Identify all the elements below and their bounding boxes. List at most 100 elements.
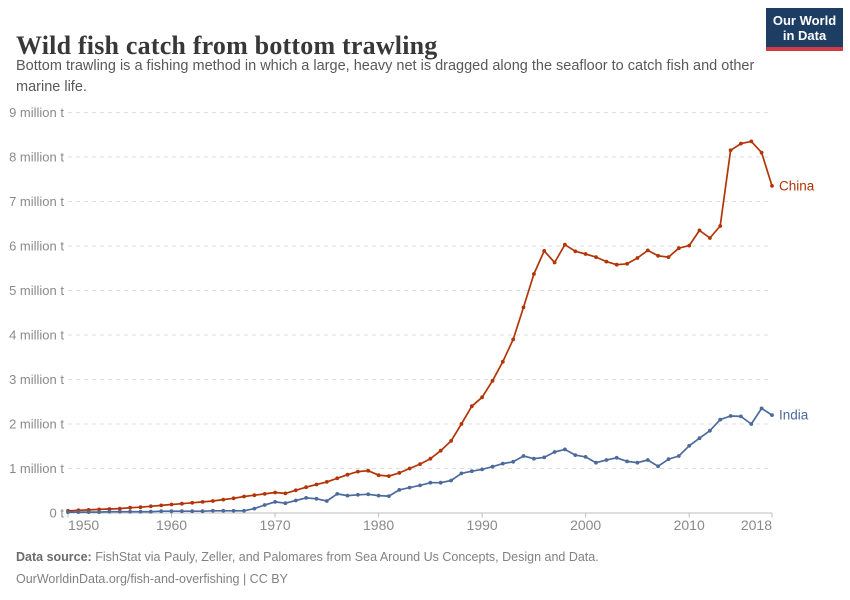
india-point[interactable] xyxy=(480,467,484,472)
india-point[interactable] xyxy=(335,492,340,496)
china-point[interactable] xyxy=(148,504,153,509)
india-point[interactable] xyxy=(387,494,391,498)
india-point[interactable] xyxy=(86,510,91,514)
india-point[interactable] xyxy=(242,508,246,513)
china-point[interactable] xyxy=(490,378,495,383)
india-point[interactable] xyxy=(583,455,588,459)
india-point[interactable] xyxy=(469,469,474,474)
india-point[interactable] xyxy=(231,508,236,513)
china-point[interactable] xyxy=(438,448,443,453)
china-point[interactable] xyxy=(594,255,598,259)
india-point[interactable] xyxy=(159,509,164,514)
china-point[interactable] xyxy=(128,505,133,510)
india-point[interactable] xyxy=(428,480,433,485)
china-point[interactable] xyxy=(532,272,536,276)
india-point[interactable] xyxy=(376,493,381,498)
china-point[interactable] xyxy=(211,499,215,503)
china-point[interactable] xyxy=(521,305,526,310)
china-point[interactable] xyxy=(314,482,319,487)
china-point[interactable] xyxy=(676,246,681,251)
china-point[interactable] xyxy=(356,469,360,474)
india-point[interactable] xyxy=(739,414,743,419)
india-label[interactable]: India xyxy=(779,408,809,423)
india-point[interactable] xyxy=(666,457,671,462)
china-point[interactable] xyxy=(739,141,743,146)
china-point[interactable] xyxy=(656,253,660,258)
india-point[interactable] xyxy=(66,510,70,514)
china-point[interactable] xyxy=(687,243,692,248)
china-point[interactable] xyxy=(107,507,112,511)
china-point[interactable] xyxy=(770,184,774,188)
india-point[interactable] xyxy=(645,458,650,462)
china-point[interactable] xyxy=(552,260,557,265)
china-point[interactable] xyxy=(366,468,371,473)
india-point[interactable] xyxy=(676,454,681,458)
india-point[interactable] xyxy=(770,413,774,417)
china-line[interactable] xyxy=(67,140,773,512)
india-point[interactable] xyxy=(563,447,567,452)
india-point[interactable] xyxy=(200,509,205,514)
india-point[interactable] xyxy=(459,471,464,476)
india-point[interactable] xyxy=(625,459,629,464)
china-point[interactable] xyxy=(242,494,246,499)
india-point[interactable] xyxy=(190,509,195,514)
china-point[interactable] xyxy=(231,496,236,501)
china-point[interactable] xyxy=(449,439,453,443)
china-point[interactable] xyxy=(697,228,702,233)
india-point[interactable] xyxy=(511,459,516,464)
india-point[interactable] xyxy=(490,464,495,469)
china-point[interactable] xyxy=(335,476,340,481)
china-point[interactable] xyxy=(97,507,101,512)
india-point[interactable] xyxy=(542,455,547,460)
china-point[interactable] xyxy=(169,502,174,507)
india-point[interactable] xyxy=(418,483,422,488)
china-point[interactable] xyxy=(117,506,122,511)
india-point[interactable] xyxy=(324,499,329,503)
india-point[interactable] xyxy=(552,450,557,454)
india-point[interactable] xyxy=(604,458,609,462)
india-point[interactable] xyxy=(356,492,360,497)
china-point[interactable] xyxy=(273,490,277,495)
india-point[interactable] xyxy=(749,422,754,426)
india-point[interactable] xyxy=(397,488,402,492)
india-point[interactable] xyxy=(169,509,174,514)
india-point[interactable] xyxy=(687,443,692,448)
china-point[interactable] xyxy=(728,148,733,153)
china-point[interactable] xyxy=(418,462,422,466)
china-point[interactable] xyxy=(221,497,226,502)
china-point[interactable] xyxy=(293,488,298,493)
india-point[interactable] xyxy=(345,493,350,498)
india-point[interactable] xyxy=(728,414,733,418)
china-point[interactable] xyxy=(262,492,267,496)
india-point[interactable] xyxy=(759,406,764,411)
india-point[interactable] xyxy=(128,509,133,514)
china-point[interactable] xyxy=(200,500,205,504)
china-point[interactable] xyxy=(718,224,723,228)
india-point[interactable] xyxy=(366,492,371,497)
china-point[interactable] xyxy=(759,150,764,155)
india-point[interactable] xyxy=(594,460,598,465)
china-point[interactable] xyxy=(708,236,712,240)
india-point[interactable] xyxy=(293,498,298,503)
india-point[interactable] xyxy=(407,485,412,490)
china-point[interactable] xyxy=(159,503,164,508)
china-point[interactable] xyxy=(459,422,464,426)
china-point[interactable] xyxy=(645,248,650,253)
china-point[interactable] xyxy=(180,501,184,506)
china-point[interactable] xyxy=(304,485,308,490)
china-point[interactable] xyxy=(511,337,516,342)
china-point[interactable] xyxy=(666,255,671,259)
china-point[interactable] xyxy=(407,466,412,471)
china-point[interactable] xyxy=(428,456,433,461)
india-point[interactable] xyxy=(252,506,257,511)
china-point[interactable] xyxy=(563,242,567,247)
china-label[interactable]: China xyxy=(779,178,815,193)
india-point[interactable] xyxy=(97,510,101,514)
china-point[interactable] xyxy=(500,359,505,364)
china-point[interactable] xyxy=(480,395,484,400)
china-point[interactable] xyxy=(345,472,350,477)
india-point[interactable] xyxy=(148,509,153,514)
india-point[interactable] xyxy=(708,428,712,433)
china-point[interactable] xyxy=(604,259,609,264)
